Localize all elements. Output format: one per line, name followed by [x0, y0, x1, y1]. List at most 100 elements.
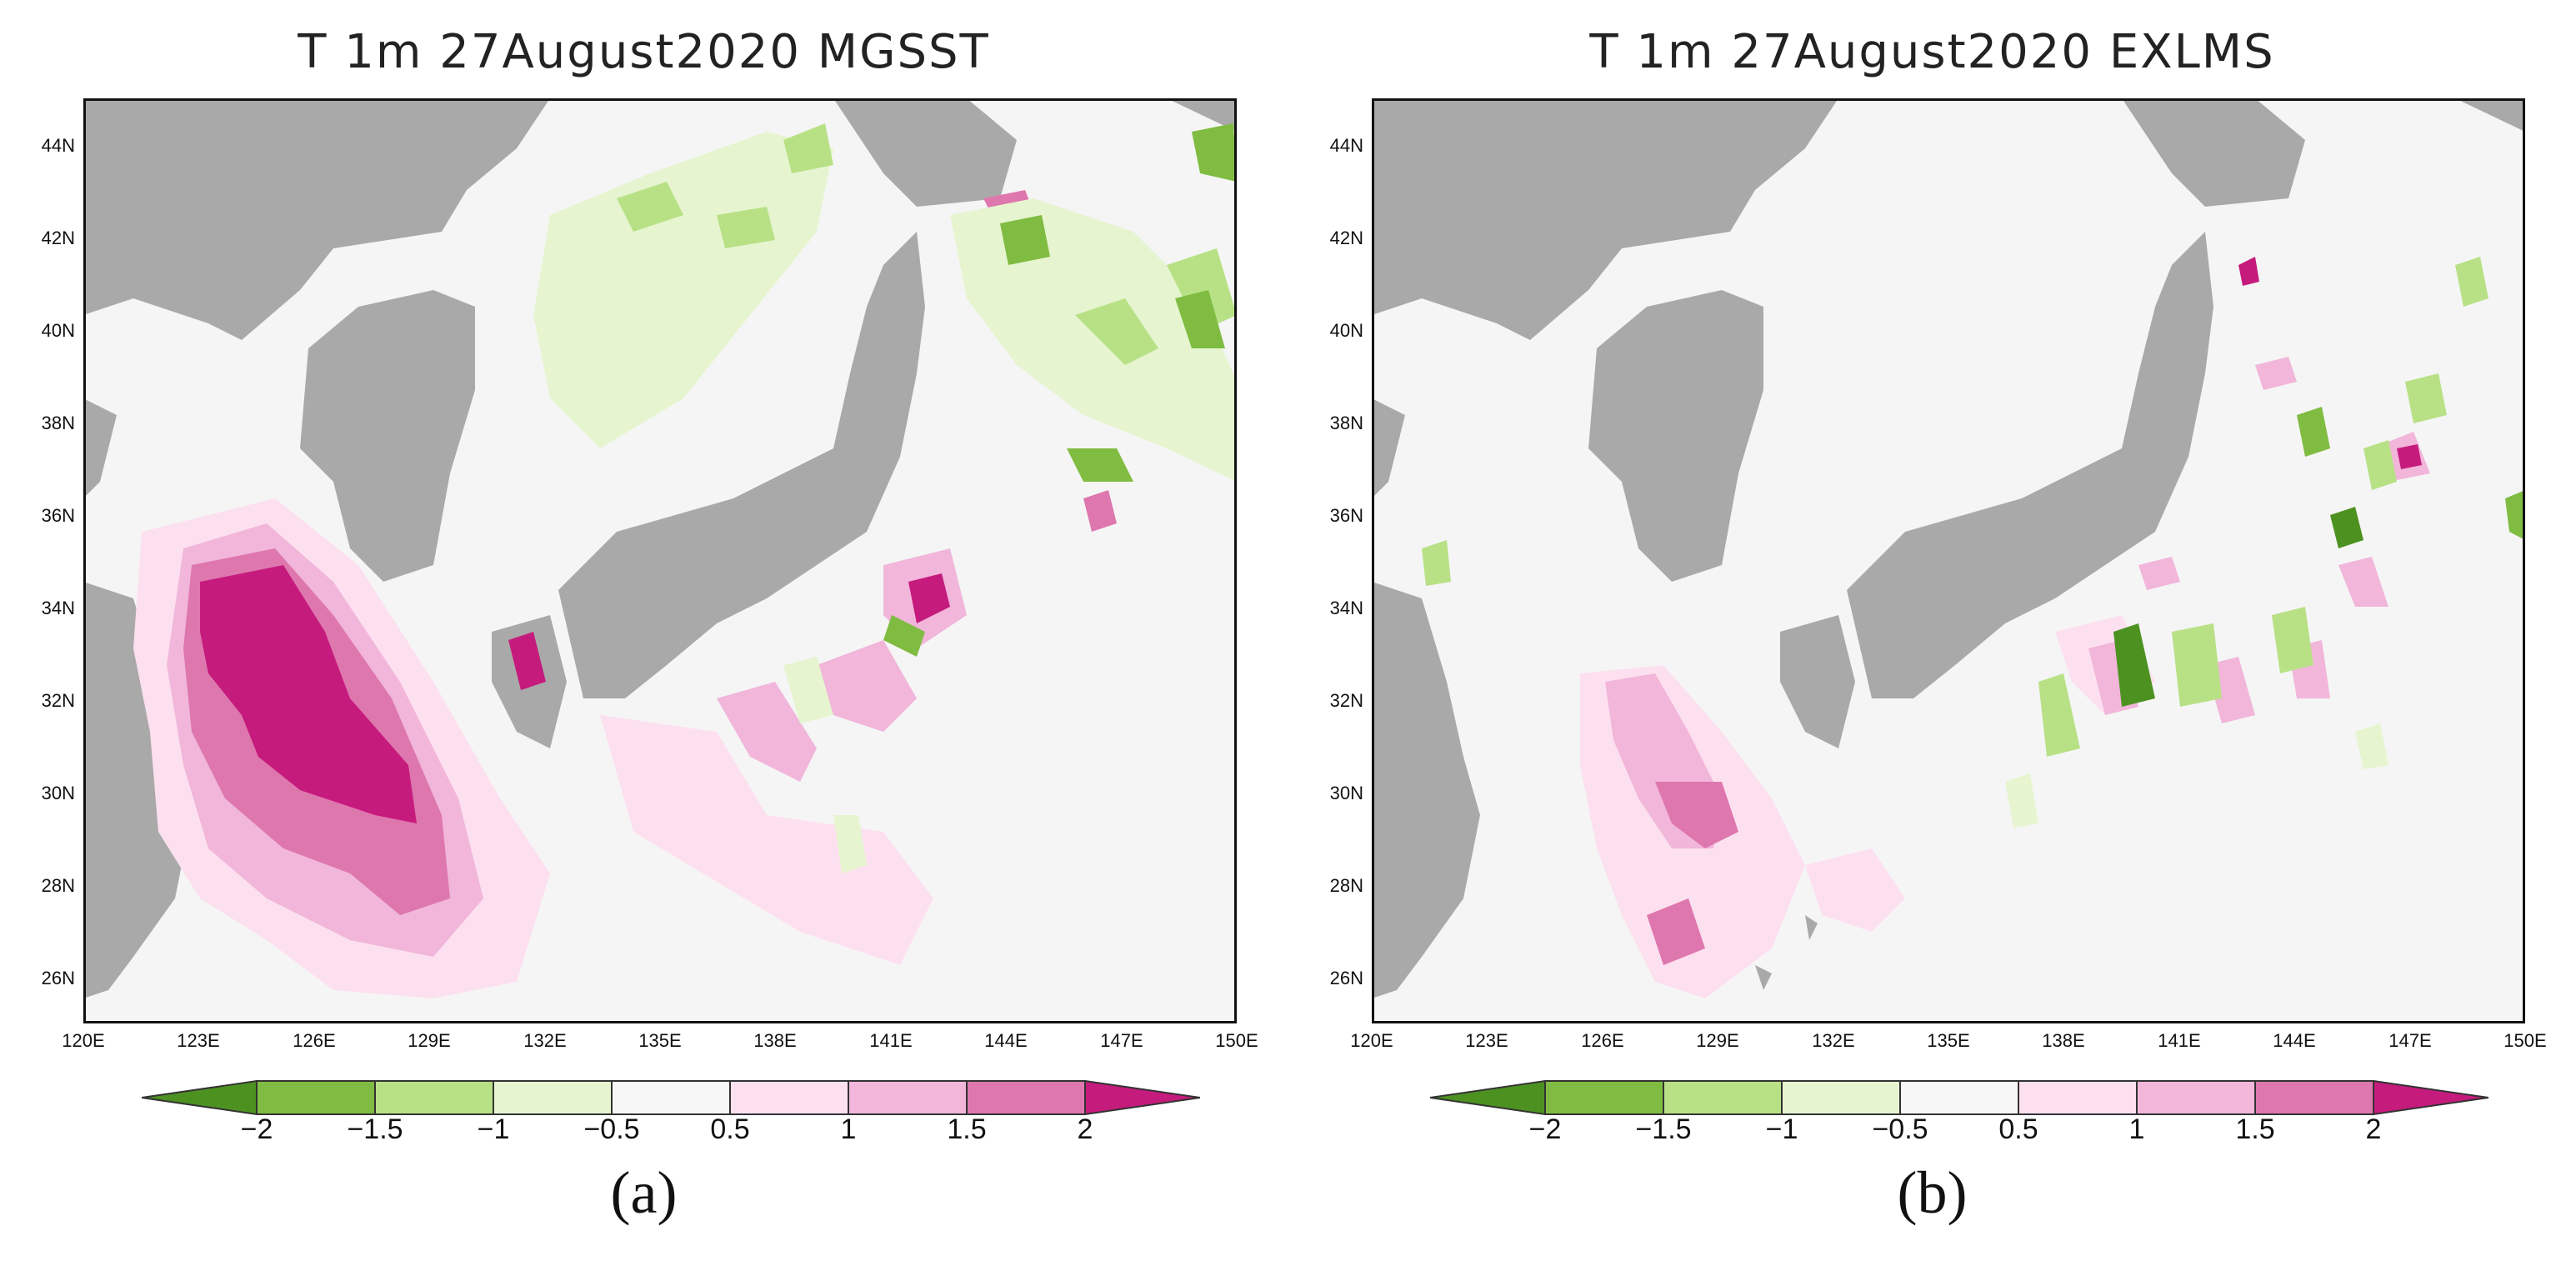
colorbar-segment [1663, 1080, 1783, 1115]
colorbar-tick-label: 0.5 [1998, 1113, 2038, 1145]
colorbar-tick-label: −2 [1528, 1113, 1562, 1145]
lon-tick-label: 129E [408, 1030, 451, 1051]
colorbar-segment [2373, 1079, 2488, 1116]
colorbar-segment [493, 1080, 613, 1115]
lon-tick-label: 132E [523, 1030, 567, 1051]
colorbar-segment [611, 1080, 731, 1115]
lat-tick-label: 40N [41, 320, 75, 341]
colorbar-segment [2254, 1080, 2374, 1115]
map-plot [1372, 98, 2525, 1023]
lon-tick-label: 147E [1100, 1030, 1143, 1051]
lon-tick-label: 135E [638, 1030, 682, 1051]
land-masses [83, 98, 1237, 998]
anomaly-cool-pacific-strong [2297, 407, 2525, 540]
lon-tick-label: 150E [2503, 1030, 2547, 1051]
anomaly-shading-b [1422, 257, 2525, 998]
anomaly-warm-dipoles [2088, 557, 2388, 723]
anomaly-cool-pacific [950, 198, 1237, 482]
map-frame [83, 98, 1237, 1023]
lon-tick-label: 141E [2158, 1030, 2201, 1051]
anomaly-cool-dipoles [2038, 607, 2313, 757]
anomaly-warm-north-core [2238, 257, 2422, 469]
lat-tick-label: 32N [41, 690, 75, 711]
colorbar-tick-label: −1 [477, 1113, 510, 1145]
lon-tick-label: 126E [1581, 1030, 1624, 1051]
colorbar-segment [966, 1080, 1086, 1115]
land-korea [1588, 290, 1763, 582]
lon-tick-label: 123E [1465, 1030, 1508, 1051]
land-china-east [83, 582, 192, 998]
panel-title: T 1m 27August2020 MGSST [298, 25, 990, 79]
anomaly-cool-south [783, 657, 867, 873]
colorbar-tick-label: −1 [1765, 1113, 1798, 1145]
lon-tick-label: 141E [869, 1030, 913, 1051]
lat-tick-label: 44N [41, 135, 75, 156]
lat-tick-label: 30N [41, 783, 75, 803]
panel-b: T 1m 27August2020 EXLMS [1288, 0, 2576, 1261]
lon-tick-label: 120E [62, 1030, 105, 1051]
lon-tick-label: 150E [1215, 1030, 1258, 1051]
land-china-south [83, 398, 117, 498]
lat-tick-label: 38N [41, 413, 75, 433]
anomaly-warm-south-japan [717, 640, 917, 782]
colorbar-segment [1899, 1080, 2019, 1115]
lat-tick-label: 42N [1329, 228, 1363, 248]
lat-tick-label: 30N [1329, 783, 1363, 803]
lon-tick-label: 144E [2273, 1030, 2316, 1051]
lon-tick-label: 138E [753, 1030, 797, 1051]
anomaly-warm-north [2138, 357, 2430, 590]
land-china-south [1372, 398, 1405, 498]
lon-tick-label: 120E [1350, 1030, 1393, 1051]
anomaly-warm-kuroshio [600, 715, 933, 965]
colorbar-tick-label: 2 [1077, 1113, 1093, 1145]
colorbar-tick-label: −1.5 [1635, 1113, 1692, 1145]
anomaly-warm-eddy-core [908, 573, 950, 623]
colorbar [142, 1079, 1200, 1116]
lon-tick-label: 144E [984, 1030, 1028, 1051]
anomaly-warm-ecs-core [200, 565, 417, 823]
anomaly-cool-eddy [883, 615, 925, 657]
colorbar-tick-label: −0.5 [1872, 1113, 1928, 1145]
land-japan-main [558, 232, 925, 698]
colorbar-segment [142, 1079, 258, 1116]
lat-tick-label: 26N [41, 968, 75, 988]
colorbar-tick-label: −0.5 [583, 1113, 640, 1145]
colorbar-tick-label: 1.5 [947, 1113, 987, 1145]
lon-tick-label: 147E [2388, 1030, 2432, 1051]
colorbar [1430, 1079, 2488, 1116]
lat-tick-label: 34N [41, 598, 75, 618]
anomaly-cool-west [1422, 540, 1451, 586]
land-sakhalin [2455, 98, 2525, 132]
anomaly-cool-pacific-mid [1075, 248, 1237, 365]
lat-tick-label: 40N [1329, 320, 1363, 341]
colorbar-segment [729, 1080, 849, 1115]
lon-tick-label: 123E [177, 1030, 220, 1051]
land-japan-main [1847, 232, 2213, 698]
anomaly-cool-pacific [2363, 257, 2488, 490]
colorbar-segment [256, 1080, 376, 1115]
land-hokkaido [2122, 98, 2305, 207]
colorbar-segment [1430, 1079, 1546, 1116]
colorbar-segment [374, 1080, 494, 1115]
land-china [1372, 98, 1838, 340]
lat-tick-label: 44N [1329, 135, 1363, 156]
lat-tick-label: 26N [1329, 968, 1363, 988]
lon-tick-label: 129E [1696, 1030, 1739, 1051]
lat-tick-label: 36N [1329, 505, 1363, 526]
land-masses [1372, 98, 2525, 998]
colorbar-tick-label: 1.5 [2235, 1113, 2275, 1145]
colorbar-tick-label: −2 [240, 1113, 273, 1145]
colorbar-tick-label: 2 [2365, 1113, 2382, 1145]
colorbar-tick-label: 1 [840, 1113, 857, 1145]
panel-a: T 1m 27August2020 MGSST [41, 25, 1258, 1226]
anomaly-shading-a [133, 123, 1237, 998]
panel-label: (a) [610, 1159, 678, 1226]
lat-tick-label: 42N [41, 228, 75, 248]
panel-title: T 1m 27August2020 EXLMS [1589, 25, 2275, 79]
land-ryukyu [1755, 915, 1818, 990]
land-sakhalin [1167, 98, 1237, 132]
land-china-east [1372, 582, 1480, 998]
anomaly-warm-tsushima [508, 632, 546, 690]
colorbar-tick-label: 0.5 [710, 1113, 750, 1145]
colorbar-tick-label: −1.5 [347, 1113, 403, 1145]
